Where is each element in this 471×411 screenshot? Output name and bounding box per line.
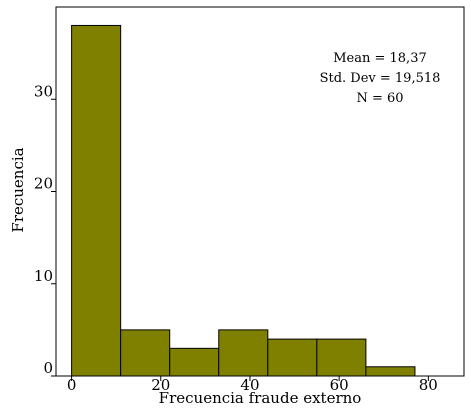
bars-group: [71, 24, 416, 377]
histogram-bar-3: [218, 329, 269, 377]
x-tick-label: 80: [419, 376, 438, 394]
x-tick-label: 20: [151, 376, 170, 394]
y-tick-label: 30: [34, 82, 53, 100]
histogram-bar-0: [71, 24, 122, 377]
x-tick-label: 40: [240, 376, 259, 394]
histogram-bar-4: [267, 338, 318, 377]
std-dev-label: Std. Dev = 19,518: [320, 71, 441, 86]
y-axis-ticks: 0 10 20 30: [34, 82, 56, 377]
histogram-bar-6: [365, 366, 416, 377]
n-label: N = 60: [356, 91, 403, 106]
y-tick-label: 20: [34, 175, 53, 193]
y-tick-label: 0: [43, 359, 53, 377]
mean-label: Mean = 18,37: [333, 51, 427, 66]
histogram-bar-5: [316, 338, 367, 377]
y-tick-label: 10: [34, 267, 53, 285]
x-tick-label: 0: [67, 376, 77, 394]
histogram-bar-1: [120, 329, 171, 377]
histogram-bar-2: [169, 347, 220, 377]
y-axis-title: Frecuencia: [9, 147, 27, 232]
x-tick-label: 60: [330, 376, 349, 394]
x-axis-title: Frecuencia fraude externo: [159, 389, 362, 407]
x-axis-ticks: 0 20 40 60 80: [67, 376, 438, 394]
